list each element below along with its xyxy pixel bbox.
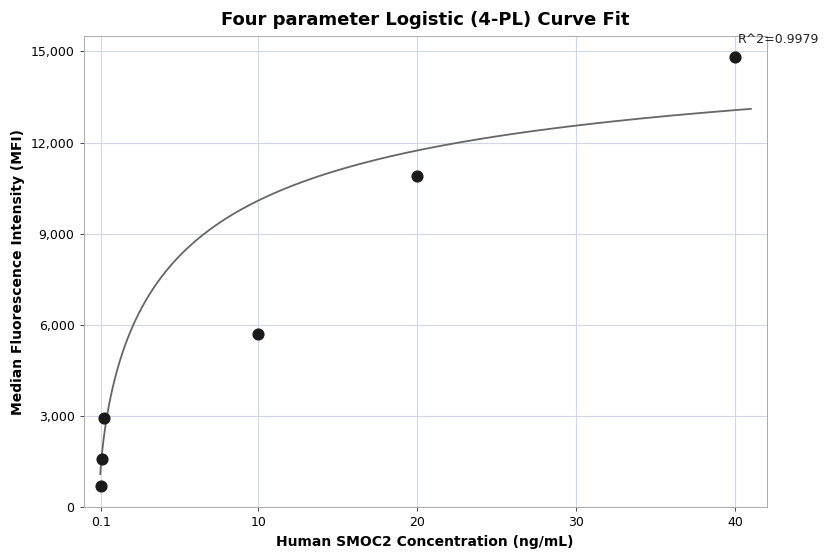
Point	[410, 171, 423, 180]
Point	[97, 413, 111, 422]
Title: Four parameter Logistic (4-PL) Curve Fit: Four parameter Logistic (4-PL) Curve Fit	[221, 11, 629, 29]
X-axis label: Human SMOC2 Concentration (ng/mL): Human SMOC2 Concentration (ng/mL)	[276, 535, 574, 549]
Point	[728, 53, 741, 62]
Point	[95, 454, 108, 463]
Y-axis label: Median Fluorescence Intensity (MFI): Median Fluorescence Intensity (MFI)	[11, 129, 25, 415]
Text: R^2=0.9979: R^2=0.9979	[738, 34, 820, 46]
Point	[251, 330, 265, 339]
Point	[94, 482, 107, 491]
